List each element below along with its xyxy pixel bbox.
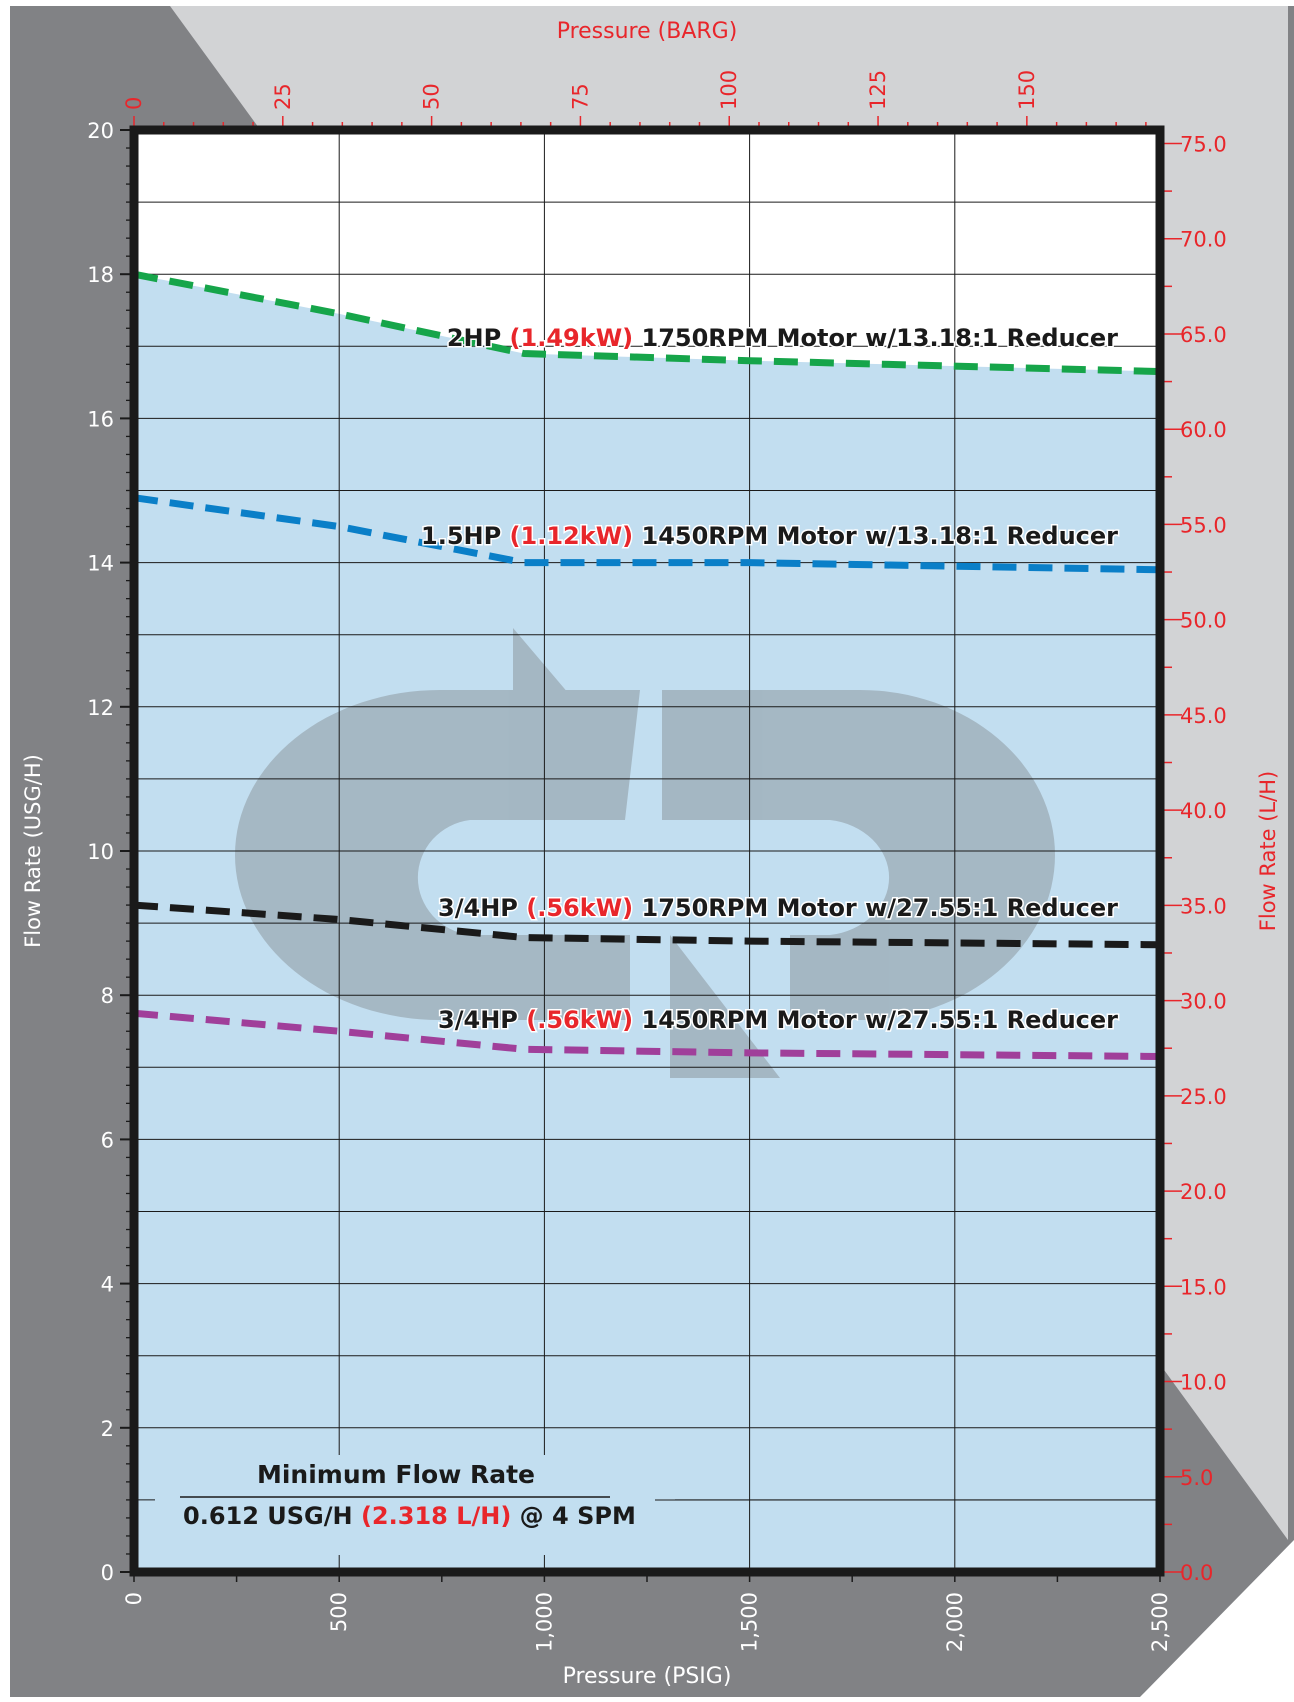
- bottom-tick-label: 1,500: [738, 1592, 762, 1652]
- bottom-axis-title: Pressure (PSIG): [563, 1664, 732, 1689]
- left-tick-label: 16: [87, 407, 114, 431]
- series-line-1: [133, 270, 1161, 376]
- bottom-tick-label: 0: [122, 1592, 146, 1605]
- left-tick-label: 0: [101, 1561, 114, 1585]
- left-tick-label: 20: [87, 119, 114, 143]
- logo-arrow: [513, 628, 625, 790]
- bottom-axis-ticks: 0 500 1,000 1,500 2,000 2,500: [122, 1592, 1172, 1652]
- right-tick-label: 40.0: [1180, 799, 1227, 823]
- series-label-power: 1.5HP: [421, 522, 510, 550]
- annotation-title: Minimum Flow Rate: [257, 1460, 535, 1489]
- annotation-value: 0.612 USG/H (2.318 L/H) @ 4 SPM: [183, 1502, 636, 1530]
- right-tick-label: 60.0: [1180, 418, 1227, 442]
- bottom-tick-label: 2,000: [943, 1592, 967, 1652]
- series-labels: 2HP (1.49kW) 1750RPM Motor w/13.18:1 Red…: [420, 323, 1120, 1036]
- top-axis-ticks: 0 25 50 75 100 125 150: [122, 70, 1039, 110]
- left-tick-label: 12: [87, 696, 114, 720]
- top-tick-label: 0: [122, 97, 146, 110]
- bottom-tick-label: 2,500: [1148, 1592, 1172, 1652]
- top-axis-title: Pressure (BARG): [557, 19, 738, 44]
- left-tick-label: 14: [87, 552, 114, 576]
- top-tick-label: 125: [866, 70, 890, 110]
- left-tick-label: 8: [101, 984, 114, 1008]
- frame-corner-top-left: [0, 0, 10, 1697]
- series-label-motor: 1450RPM Motor w/13.18:1 Reducer: [633, 522, 1118, 550]
- series-label-1: 2HP (1.49kW) 1750RPM Motor w/13.18:1 Red…: [447, 324, 1118, 352]
- plot-border: [129, 125, 1165, 1577]
- series-label-motor: 1750RPM Motor w/13.18:1 Reducer: [633, 324, 1118, 352]
- left-tick-label: 10: [87, 840, 114, 864]
- series-label-power: 3/4HP: [438, 1006, 526, 1034]
- series-label-power: 3/4HP: [438, 894, 526, 922]
- right-tick-label: 20.0: [1180, 1180, 1227, 1204]
- logo-lower-arrow: [670, 935, 780, 1078]
- top-tick-label: 150: [1015, 70, 1039, 110]
- right-tick-label: 35.0: [1180, 894, 1227, 918]
- series-label-kw: (.56kW): [526, 894, 633, 922]
- left-tick-label: 18: [87, 263, 114, 287]
- right-tick-label: 65.0: [1180, 323, 1227, 347]
- right-tick-label: 30.0: [1180, 990, 1227, 1014]
- top-tick-label: 50: [420, 83, 444, 110]
- series-label-3: 3/4HP (.56kW) 1750RPM Motor w/27.55:1 Re…: [438, 894, 1118, 922]
- right-tick-label: 0.0: [1180, 1561, 1213, 1585]
- series-label-2: 1.5HP (1.12kW) 1450RPM Motor w/13.18:1 R…: [421, 522, 1118, 550]
- right-tick-label: 70.0: [1180, 228, 1227, 252]
- left-tick-label: 4: [101, 1273, 114, 1297]
- series-label-kw: (.56kW): [526, 1006, 633, 1034]
- right-axis-ticks: 0.0 5.0 10.0 15.0 20.0 25.0 30.0 35.0 40.0 45.0 50…: [1180, 132, 1227, 1585]
- frame-top-strip: [0, 0, 1294, 6]
- series-label-kw: (1.12kW): [510, 522, 634, 550]
- minimum-flow-annotation: Minimum Flow Rate 0.612 USG/H (2.318 L/H…: [155, 1455, 1160, 1555]
- bottom-tick-label: 1,000: [532, 1592, 556, 1652]
- top-tick-label: 100: [717, 70, 741, 110]
- right-tick-label: 15.0: [1180, 1275, 1227, 1299]
- series-line-2: [133, 494, 1161, 574]
- right-tick-label: 25.0: [1180, 1085, 1227, 1109]
- left-axis-title: Flow Rate (USG/H): [21, 754, 45, 948]
- top-tick-label: 25: [271, 83, 295, 110]
- series-label-4: 3/4HP (.56kW) 1450RPM Motor w/27.55:1 Re…: [438, 1006, 1118, 1034]
- right-axis-title: Flow Rate (L/H): [1256, 771, 1280, 931]
- right-tick-label: 45.0: [1180, 704, 1227, 728]
- left-tick-label: 2: [101, 1417, 114, 1441]
- annotation-background: [155, 1455, 675, 1555]
- logo-right-arc: [662, 690, 1055, 1020]
- series-label-motor: 1450RPM Motor w/27.55:1 Reducer: [633, 1006, 1118, 1034]
- frame-corner-bottom-right: [1140, 1540, 1294, 1697]
- annotation-value-spm: @ 4 SPM: [511, 1502, 636, 1530]
- right-tick-label: 75.0: [1180, 132, 1227, 156]
- bottom-tick-label: 500: [327, 1592, 351, 1632]
- series-label-motor: 1750RPM Motor w/27.55:1 Reducer: [633, 894, 1118, 922]
- top-tick-label: 75: [568, 83, 592, 110]
- annotation-value-usg: 0.612 USG/H: [183, 1502, 361, 1530]
- right-tick-label: 55.0: [1180, 513, 1227, 537]
- left-axis-ticks: 0 2 4 6 8 10 12 14 16 18 20: [87, 119, 114, 1585]
- left-tick-label: 6: [101, 1128, 114, 1152]
- right-tick-label: 50.0: [1180, 609, 1227, 633]
- series-lines: [133, 270, 1161, 1060]
- series-label-kw: (1.49kW): [510, 324, 634, 352]
- right-tick-label: 5.0: [1180, 1466, 1213, 1490]
- series-label-power: 2HP: [447, 324, 510, 352]
- annotation-value-lh: (2.318 L/H): [361, 1502, 511, 1530]
- right-tick-label: 10.0: [1180, 1371, 1227, 1395]
